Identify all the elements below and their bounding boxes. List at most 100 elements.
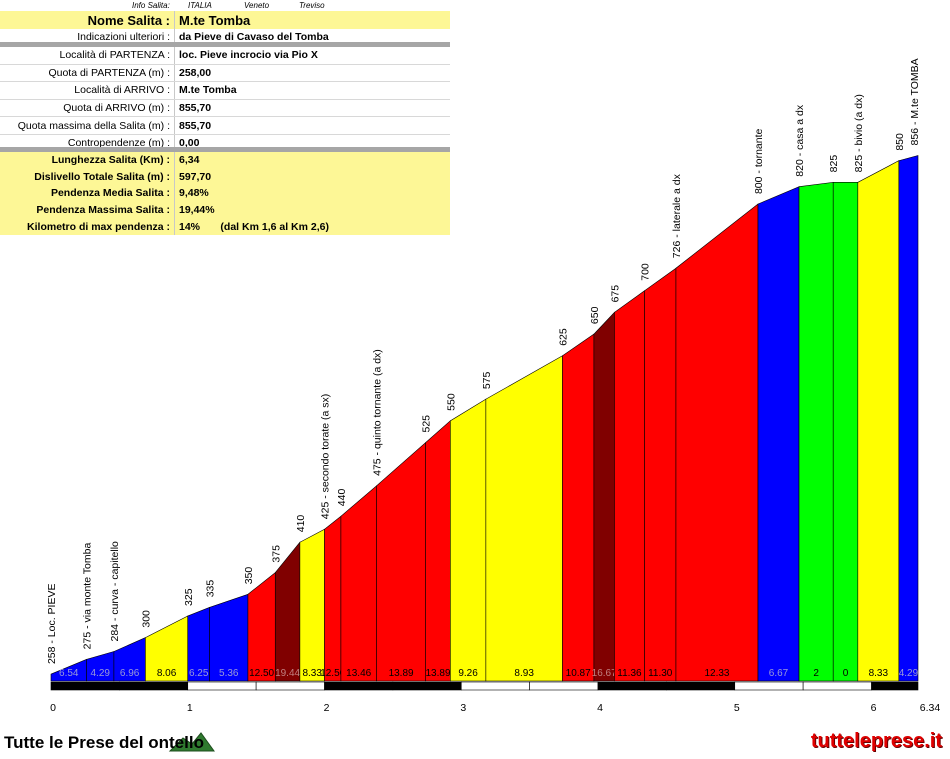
profile-segment <box>614 290 645 682</box>
gradient-label: 11.30 <box>648 668 673 679</box>
end-altitude-value: 855,70 <box>174 99 450 118</box>
gradient-label: 4.29 <box>899 668 919 679</box>
altitude-label: 675 <box>609 285 621 303</box>
km-scale-block <box>392 681 462 691</box>
altitude-label: 284 - curva - capitello <box>109 541 121 642</box>
altitude-label: 425 - secondo torate (a sx) <box>320 394 332 519</box>
profile-segment <box>857 160 900 682</box>
gradient-label: 8.33 <box>302 668 322 679</box>
gradient-label: 6.25 <box>189 668 209 679</box>
km-scale-block <box>802 681 872 691</box>
x-tick-label: 6 <box>871 702 877 714</box>
table-row: Quota di PARTENZA (m) :258,00 <box>0 64 450 83</box>
brand-text: Tutte le Prese del ontello <box>4 733 204 752</box>
altitude-label: 825 <box>828 155 840 173</box>
altitude-label: 575 <box>481 371 493 389</box>
profile-segment <box>757 186 800 682</box>
x-tick-label: 3 <box>460 702 466 714</box>
x-tick-label: 4 <box>597 702 603 714</box>
max-km-value: 14% (dal Km 1,6 al Km 2,6) <box>174 218 450 235</box>
km-scale-block <box>529 681 599 691</box>
avg-gradient-value: 9,48% <box>174 185 450 202</box>
km-scale-block <box>255 681 325 691</box>
altitude-label: 325 <box>183 588 195 606</box>
altitude-label: 525 <box>421 415 433 433</box>
km-scale-block <box>460 681 530 691</box>
km-scale-block <box>666 681 736 691</box>
profile-segment <box>644 267 677 682</box>
profile-segment <box>299 528 325 682</box>
altitude-label: 825 - bivio (a dx) <box>853 94 865 172</box>
table-row: Quota di ARRIVO (m) :855,70 <box>0 99 450 118</box>
info-label: Info Salita: <box>132 1 170 10</box>
profile-segment <box>832 182 859 682</box>
gradient-label: 12.50 <box>320 668 345 679</box>
altitude-label: 375 <box>270 545 282 563</box>
profile-segment <box>340 485 377 682</box>
table-row: Nome Salita : M.te Tomba <box>0 11 450 29</box>
table-row: Dislivello Totale Salita (m) :597,70 <box>0 168 450 186</box>
gradient-label: 8.06 <box>157 668 177 679</box>
table-row: Località di PARTENZA : loc. Pieve incroci… <box>0 47 450 65</box>
separator <box>0 147 450 152</box>
gradient-label: 8.33 <box>869 668 889 679</box>
gradient-label: 6.67 <box>769 668 789 679</box>
length-value: 6,34 <box>174 152 450 169</box>
profile-segment <box>675 203 759 682</box>
avg-gradient-label: Pendenza Media Salita : <box>0 185 175 202</box>
start-altitude-value: 258,00 <box>174 64 450 83</box>
elevation-gain-value: 597,70 <box>174 168 450 186</box>
gradient-label: 13.46 <box>346 668 371 679</box>
start-location-value: loc. Pieve incrocio via Pio X <box>174 47 450 65</box>
gradient-label: 10.87 <box>566 668 591 679</box>
table-row: Pendenza Media Salita :9,48% <box>0 185 450 202</box>
gradient-label: 16.67 <box>592 668 617 679</box>
gradient-label: 8.93 <box>514 668 534 679</box>
km-scale-block <box>734 681 804 691</box>
gradient-label: 13.89 <box>389 668 414 679</box>
gradient-label: 6.96 <box>120 668 140 679</box>
altitude-label: 335 <box>205 580 217 598</box>
max-altitude-label: Quota massima della Salita (m) : <box>0 116 175 135</box>
x-tick-label: 2 <box>324 702 330 714</box>
x-tick-label: 1 <box>187 702 193 714</box>
altitude-label: 820 - casa a dx <box>794 104 806 177</box>
gradient-label: 6.54 <box>59 668 79 679</box>
altitude-label: 275 - via monte Tomba <box>82 543 94 650</box>
altitude-label: 856 - M.te TOMBA <box>909 58 921 145</box>
gradient-label: 0 <box>843 668 849 679</box>
profile-segment <box>425 420 451 682</box>
altitude-label: 650 <box>589 306 601 324</box>
name-value: M.te Tomba <box>174 11 450 29</box>
altitude-label: 475 - quinto tornante (a dx) <box>371 349 383 476</box>
table-row: Kilometro di max pendenza :14% (dal Km 1… <box>0 218 450 235</box>
profile-segment <box>898 155 919 682</box>
gradient-label: 4.29 <box>90 668 110 679</box>
table-row: Lunghezza Salita (Km) :6,34 <box>0 152 450 169</box>
max-gradient-label: Pendenza Massima Salita : <box>0 201 175 219</box>
altitude-label: 700 <box>639 263 651 281</box>
profile-segment <box>562 333 595 682</box>
info-region: Veneto <box>244 1 270 10</box>
gradient-label: 12.33 <box>704 668 729 679</box>
altitude-label: 726 - laterale a dx <box>671 173 683 258</box>
profile-segment <box>485 355 563 682</box>
max-km-label: Kilometro di max pendenza : <box>0 218 175 235</box>
altitude-label: 350 <box>243 567 255 585</box>
max-altitude-value: 855,70 <box>174 116 450 135</box>
info-country: ITALIA <box>188 1 212 10</box>
profile-segment <box>593 311 615 682</box>
gradient-label: 2 <box>813 668 819 679</box>
altitude-label: 850 <box>894 133 906 151</box>
x-tick-label: 5 <box>734 702 740 714</box>
table-row: Quota massima della Salita (m) :855,70 <box>0 116 450 135</box>
start-altitude-label: Quota di PARTENZA (m) : <box>0 64 175 83</box>
profile-segment <box>324 515 342 682</box>
km-scale-block <box>119 681 189 691</box>
table-row: Pendenza Massima Salita :19,44% <box>0 201 450 219</box>
gradient-label: 5.36 <box>219 668 239 679</box>
end-location-label: Località di ARRIVO : <box>0 81 175 100</box>
mountain-logo-icon <box>168 732 215 752</box>
brand-logo: Tutte le Prese del ontello <box>4 733 204 753</box>
